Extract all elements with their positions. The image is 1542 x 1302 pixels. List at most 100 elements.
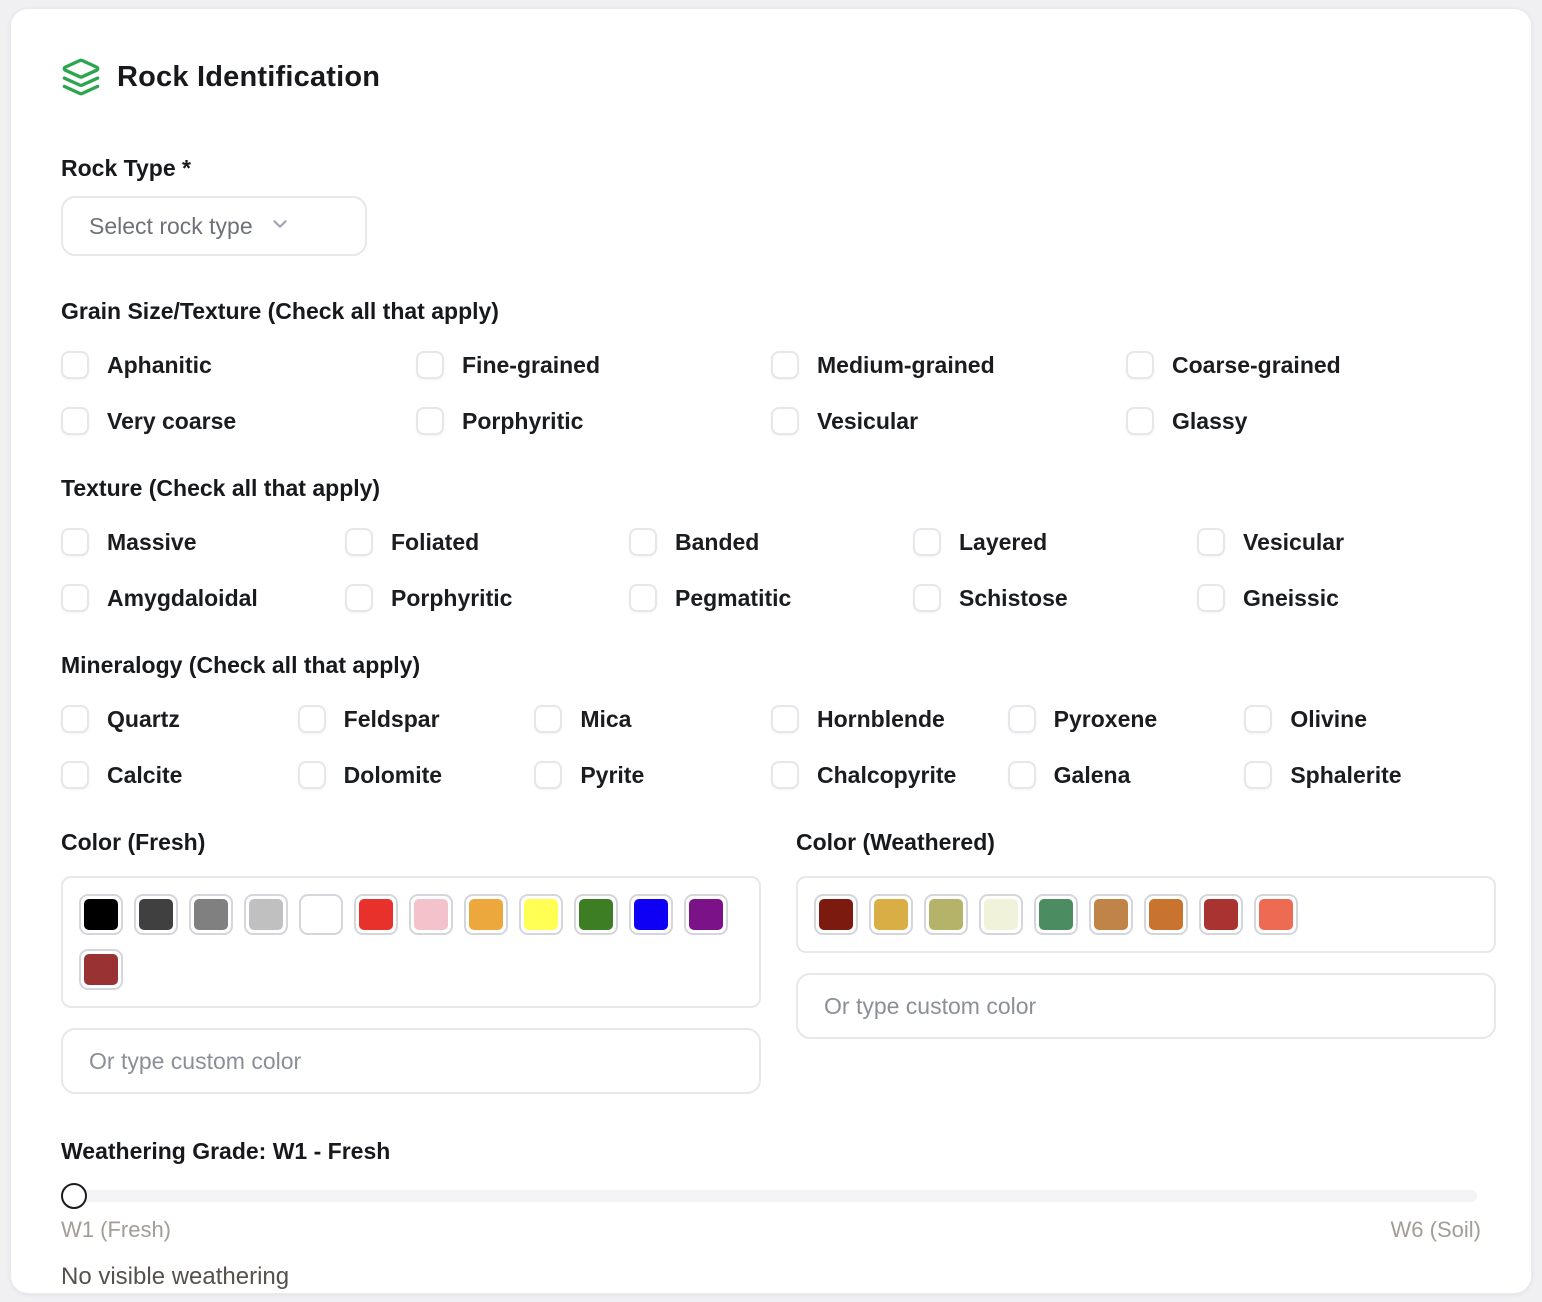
checkbox[interactable] [1197,528,1225,556]
color-swatch[interactable] [924,894,968,935]
checkbox[interactable] [61,705,89,733]
checkbox-option-fine-grained[interactable]: Fine-grained [416,351,771,379]
checkbox-label: Porphyritic [391,584,513,611]
checkbox[interactable] [913,528,941,556]
page-title: Rock Identification [117,60,381,93]
checkbox[interactable] [61,584,89,612]
checkbox[interactable] [1244,761,1273,789]
checkbox[interactable] [61,407,89,435]
checkbox-option-aphanitic[interactable]: Aphanitic [61,351,416,379]
color-swatch[interactable] [464,894,508,935]
color-swatch[interactable] [1254,894,1298,935]
checkbox[interactable] [629,584,657,612]
checkbox-option-banded[interactable]: Banded [629,528,913,556]
checkbox[interactable] [1007,705,1036,733]
checkbox-option-dolomite[interactable]: Dolomite [297,761,535,789]
color-swatch[interactable] [1089,894,1133,935]
color-swatch[interactable] [299,894,343,935]
checkbox-option-amygdaloidal[interactable]: Amygdaloidal [61,584,345,612]
chevron-down-icon [269,213,291,240]
checkbox-option-vesicular[interactable]: Vesicular [1197,528,1481,556]
checkbox[interactable] [345,584,373,612]
rock-type-label: Rock Type * [61,155,191,181]
checkbox-option-galena[interactable]: Galena [1007,761,1245,789]
checkbox-label: Aphanitic [107,351,212,378]
checkbox-option-medium-grained[interactable]: Medium-grained [771,351,1126,379]
checkbox-option-vesicular[interactable]: Vesicular [771,407,1126,435]
checkbox[interactable] [416,407,444,435]
color-swatch[interactable] [1034,894,1078,935]
checkbox[interactable] [297,705,326,733]
color-weathered-swatch-panel [796,876,1496,953]
checkbox[interactable] [1244,705,1273,733]
checkbox[interactable] [61,761,89,789]
checkbox-option-porphyritic[interactable]: Porphyritic [345,584,629,612]
color-swatch-fill [1094,899,1128,930]
color-swatch[interactable] [189,894,233,935]
slider-thumb[interactable] [61,1183,87,1209]
checkbox-option-porphyritic[interactable]: Porphyritic [416,407,771,435]
checkbox-option-massive[interactable]: Massive [61,528,345,556]
checkbox[interactable] [771,761,799,789]
checkbox-label: Massive [107,528,197,555]
color-swatch[interactable] [574,894,618,935]
checkbox-option-glassy[interactable]: Glassy [1126,407,1481,435]
rock-type-select[interactable]: Select rock type [61,196,367,256]
checkbox-option-olivine[interactable]: Olivine [1244,705,1481,733]
color-swatch[interactable] [244,894,288,935]
color-swatch-fill [819,899,853,930]
color-swatch[interactable] [519,894,563,935]
checkbox[interactable] [1126,407,1154,435]
checkbox-option-gneissic[interactable]: Gneissic [1197,584,1481,612]
color-swatch[interactable] [354,894,398,935]
checkbox-label: Gneissic [1243,584,1339,611]
color-swatch[interactable] [409,894,453,935]
checkbox-option-sphalerite[interactable]: Sphalerite [1244,761,1481,789]
checkbox[interactable] [1197,584,1225,612]
color-swatch[interactable] [134,894,178,935]
color-swatch[interactable] [869,894,913,935]
color-swatch[interactable] [814,894,858,935]
checkbox[interactable] [629,528,657,556]
checkbox[interactable] [534,705,563,733]
checkbox-option-layered[interactable]: Layered [913,528,1197,556]
checkbox[interactable] [297,761,326,789]
checkbox[interactable] [61,528,89,556]
checkbox-option-schistose[interactable]: Schistose [913,584,1197,612]
checkbox[interactable] [771,407,799,435]
checkbox-option-pegmatitic[interactable]: Pegmatitic [629,584,913,612]
color-swatch[interactable] [979,894,1023,935]
checkbox-label: Pegmatitic [675,584,792,611]
checkbox-option-chalcopyrite[interactable]: Chalcopyrite [771,761,1008,789]
color-swatch[interactable] [629,894,673,935]
checkbox-option-calcite[interactable]: Calcite [61,761,298,789]
checkbox-option-foliated[interactable]: Foliated [345,528,629,556]
checkbox[interactable] [534,761,563,789]
checkbox-option-very-coarse[interactable]: Very coarse [61,407,416,435]
checkbox[interactable] [345,528,373,556]
color-swatch[interactable] [684,894,728,935]
color-swatch[interactable] [1144,894,1188,935]
checkbox-option-feldspar[interactable]: Feldspar [297,705,535,733]
weathering-slider[interactable] [61,1183,1481,1209]
checkbox-option-pyroxene[interactable]: Pyroxene [1007,705,1245,733]
color-fresh-custom-input[interactable] [61,1028,761,1094]
checkbox-option-coarse-grained[interactable]: Coarse-grained [1126,351,1481,379]
checkbox[interactable] [1126,351,1154,379]
checkbox-option-mica[interactable]: Mica [534,705,771,733]
color-weathered-custom-input[interactable] [796,973,1496,1039]
checkbox-option-quartz[interactable]: Quartz [61,705,298,733]
color-swatch[interactable] [79,894,123,935]
color-swatch[interactable] [79,949,123,990]
checkbox[interactable] [913,584,941,612]
color-swatch[interactable] [1199,894,1243,935]
checkbox-option-pyrite[interactable]: Pyrite [534,761,771,789]
checkbox[interactable] [416,351,444,379]
slider-track[interactable] [61,1190,1477,1202]
checkbox[interactable] [1007,761,1036,789]
checkbox[interactable] [771,705,799,733]
checkbox[interactable] [61,351,89,379]
checkbox-label: Hornblende [817,705,945,732]
checkbox[interactable] [771,351,799,379]
checkbox-option-hornblende[interactable]: Hornblende [771,705,1008,733]
